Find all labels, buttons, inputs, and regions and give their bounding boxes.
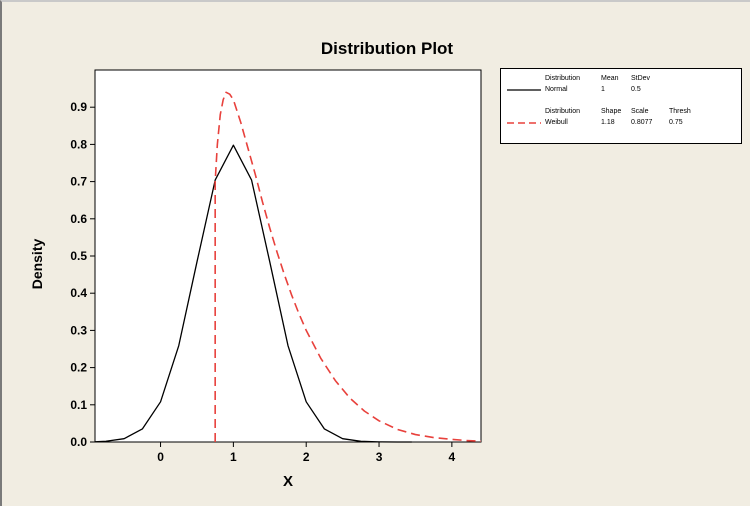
series-line-weibull [214,91,482,443]
legend-normal-mean: 1 [601,86,605,93]
legend-normal-name: Normal [545,86,568,93]
legend-weibull-header-scale: Scale [631,108,649,115]
legend: Distribution Mean StDev Normal 1 0.5 Dis… [500,68,742,144]
y-axis-ticks: 0.0 0.1 0.2 0.3 0.4 0.5 0.6 0.7 0.8 0.9 [70,100,95,449]
x-axis-label: X [283,473,293,490]
y-tick-label: 0.4 [70,286,87,300]
x-tick-label: 1 [230,450,237,464]
legend-weibull-scale: 0.8077 [631,119,653,126]
legend-weibull-shape: 1.18 [601,119,615,126]
x-tick-label: 2 [303,450,310,464]
y-tick-label: 0.2 [70,361,87,375]
legend-normal-stdev: 0.5 [631,86,641,93]
y-tick-label: 0.3 [70,323,87,337]
chart-title: Distribution Plot [321,39,454,58]
series-layer [94,91,482,443]
x-tick-label: 3 [376,450,383,464]
y-tick-label: 0.1 [70,398,87,412]
x-tick-label: 0 [157,450,164,464]
x-axis-ticks: 0 1 2 3 4 [157,442,456,464]
legend-normal-swatch [507,89,541,91]
legend-normal-header-mean: Mean [601,75,619,82]
legend-weibull-swatch [507,122,541,124]
plot-area [94,69,482,443]
legend-weibull-header-distribution: Distribution [545,108,581,115]
series-line-normal [94,144,412,443]
y-tick-label: 0.7 [70,175,87,189]
y-tick-label: 0.6 [70,212,87,226]
legend-weibull-header-shape: Shape [601,108,622,115]
legend-normal-header-distribution: Distribution [545,75,581,82]
y-tick-label: 0.5 [70,249,87,263]
legend-weibull-thresh: 0.75 [669,119,683,126]
y-tick-label: 0.9 [70,100,87,114]
legend-weibull-name: Weibull [545,119,568,126]
x-tick-label: 4 [449,450,456,464]
legend-weibull-header-thresh: Thresh [669,108,691,115]
y-tick-label: 0.0 [70,435,87,449]
y-tick-label: 0.8 [70,137,87,151]
legend-normal-header-stdev: StDev [631,75,651,82]
y-axis-label: Density [29,239,45,290]
